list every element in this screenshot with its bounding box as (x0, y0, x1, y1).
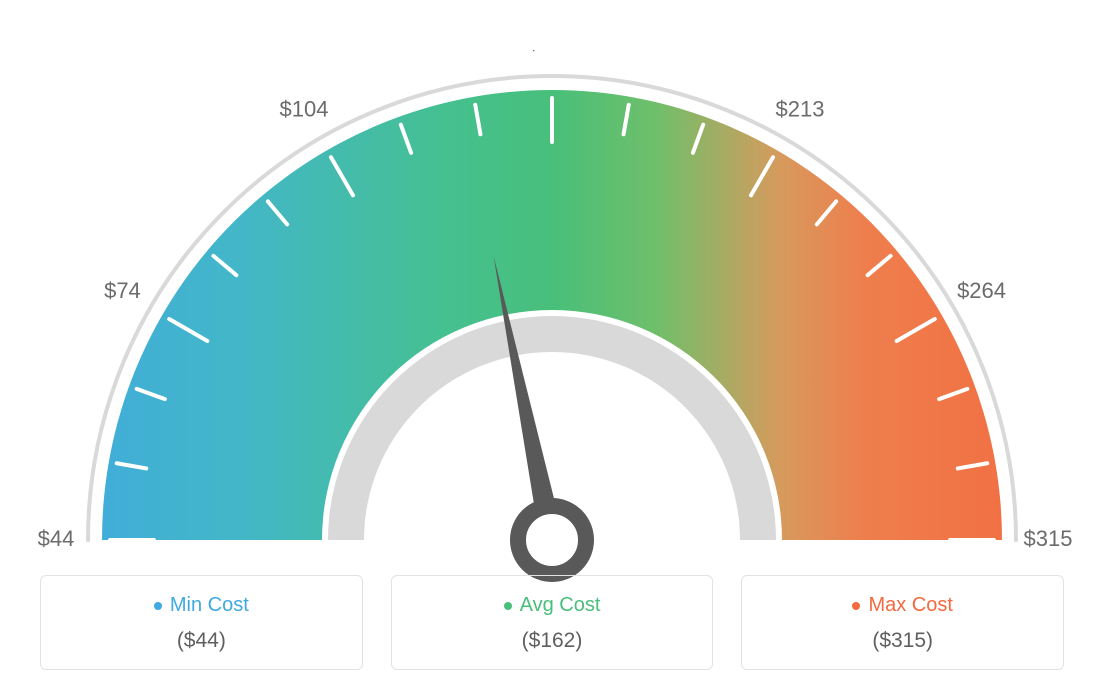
svg-text:$213: $213 (776, 96, 825, 121)
legend-title-max: Max Cost (852, 594, 952, 617)
legend-value: ($315) (752, 629, 1053, 653)
dot-icon (154, 602, 162, 610)
gauge-area: $44 $74 $104 $162 $213 $264 $315 (0, 0, 1104, 560)
legend-title-min: Min Cost (154, 594, 249, 617)
svg-text:$162: $162 (528, 50, 577, 55)
legend-card-max: Max Cost ($315) (741, 575, 1064, 670)
legend-label: Min Cost (170, 594, 249, 617)
gauge-svg: $44 $74 $104 $162 $213 $264 $315 (32, 50, 1072, 590)
svg-text:$104: $104 (280, 96, 329, 121)
dot-icon (852, 602, 860, 610)
legend-label: Avg Cost (520, 594, 601, 617)
legend-card-min: Min Cost ($44) (40, 575, 363, 670)
legend-value: ($162) (402, 629, 703, 653)
svg-text:$44: $44 (38, 526, 75, 551)
dot-icon (504, 602, 512, 610)
legend-card-avg: Avg Cost ($162) (391, 575, 714, 670)
legend-title-avg: Avg Cost (504, 594, 601, 617)
cost-gauge-chart: $44 $74 $104 $162 $213 $264 $315 Min Cost ($44… (0, 0, 1104, 690)
svg-text:$264: $264 (957, 278, 1006, 303)
legend-row: Min Cost ($44) Avg Cost ($162) Max Cost … (40, 575, 1064, 670)
svg-text:$74: $74 (104, 278, 141, 303)
legend-value: ($44) (51, 629, 352, 653)
legend-label: Max Cost (868, 594, 952, 617)
svg-text:$315: $315 (1024, 526, 1072, 551)
